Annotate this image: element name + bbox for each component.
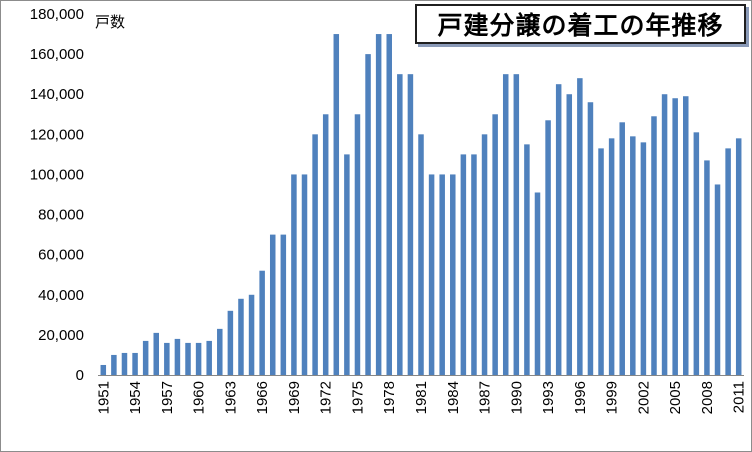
bar-1984 <box>450 174 456 375</box>
y-axis-ticks: 0 20,000 40,000 60,000 80,000 100,000 120,000 1… <box>30 6 84 384</box>
bar-2003 <box>651 116 657 375</box>
bar-1989 <box>502 74 509 376</box>
bar-1969 <box>291 174 297 375</box>
bar-2007 <box>693 132 700 375</box>
y-tick-label: 100,000 <box>30 166 84 183</box>
bar-1953 <box>121 352 128 375</box>
bar-1980 <box>407 74 414 376</box>
bar-1991 <box>524 144 530 375</box>
bar-1956 <box>153 332 159 375</box>
x-tick-label: 2002 <box>635 381 652 414</box>
bar-1957 <box>164 342 170 375</box>
bar-1992 <box>534 192 541 375</box>
y-tick-label: 0 <box>76 367 84 384</box>
x-tick-label: 1963 <box>222 381 239 414</box>
bar-1959 <box>185 342 191 375</box>
bar-2000 <box>619 122 625 375</box>
bar-1998 <box>598 148 604 375</box>
bar-2001 <box>630 136 636 375</box>
y-tick-label: 80,000 <box>38 207 84 224</box>
x-tick-label: 1954 <box>127 381 144 414</box>
x-axis-ticks: 1951 1954 1957 1960 1963 1966 1969 1972 1975 1978… <box>95 381 747 414</box>
bar-1971 <box>312 134 318 375</box>
bar-1996 <box>577 78 583 376</box>
x-tick-label: 1984 <box>445 381 462 414</box>
x-tick-label: 2008 <box>699 381 716 414</box>
bar-1981 <box>418 134 424 375</box>
bar-2011 <box>735 138 742 375</box>
x-tick-label: 1975 <box>349 381 366 414</box>
y-tick-label: 140,000 <box>30 86 84 103</box>
bar-1970 <box>301 174 308 375</box>
bar-1965 <box>248 294 255 375</box>
bar-2008 <box>704 160 710 375</box>
x-tick-label: 1981 <box>413 381 430 414</box>
bar-1990 <box>513 74 520 376</box>
y-tick-label: 180,000 <box>30 6 84 23</box>
y-tick-label: 120,000 <box>30 126 84 143</box>
bar-1964 <box>238 298 244 375</box>
bar-2009 <box>714 184 721 375</box>
bar-1963 <box>227 310 234 375</box>
x-tick-label: 1990 <box>508 381 525 414</box>
bar-2005 <box>672 98 678 375</box>
bars <box>100 34 742 376</box>
bar-1987 <box>481 134 488 375</box>
x-tick-label: 1978 <box>381 381 398 414</box>
bar-1954 <box>132 352 138 375</box>
bar-1960 <box>195 342 202 375</box>
bar-1976 <box>365 54 371 376</box>
bar-1995 <box>566 94 573 375</box>
y-tick-label: 40,000 <box>38 287 84 304</box>
x-tick-label: 1987 <box>477 381 494 414</box>
x-tick-label: 1957 <box>159 381 176 414</box>
bar-1982 <box>428 174 435 375</box>
x-tick-label: 1999 <box>604 381 621 414</box>
bar-1974 <box>344 154 350 375</box>
x-tick-label: 1951 <box>95 381 112 414</box>
bar-1966 <box>259 270 265 375</box>
bar-1999 <box>608 138 615 375</box>
x-tick-label: 1969 <box>286 381 303 414</box>
x-tick-label: 2011 <box>731 381 748 413</box>
y-tick-label: 60,000 <box>38 247 84 264</box>
bar-1962 <box>217 328 223 375</box>
bar-1975 <box>354 114 361 375</box>
bar-1986 <box>471 154 477 375</box>
bar-2004 <box>661 94 668 375</box>
bar-1983 <box>439 174 445 375</box>
bar-1968 <box>280 234 287 375</box>
bar-2010 <box>725 148 731 375</box>
x-tick-label: 2005 <box>667 381 684 414</box>
y-tick-label: 160,000 <box>30 46 84 63</box>
bar-1997 <box>587 102 594 376</box>
x-tick-label: 1960 <box>191 381 208 414</box>
bar-1988 <box>492 114 498 375</box>
y-tick-label: 20,000 <box>38 327 84 344</box>
bar-1951 <box>100 364 107 375</box>
x-tick-label: 1993 <box>540 381 557 414</box>
bar-2006 <box>683 96 689 375</box>
bar-1994 <box>555 84 562 375</box>
bar-1979 <box>397 74 403 376</box>
bar-1978 <box>386 34 392 376</box>
x-tick-label: 1996 <box>572 381 589 414</box>
bar-1977 <box>375 34 382 376</box>
chart-title: 戸建分譲の着工の年推移 <box>437 11 724 40</box>
bar-1955 <box>142 340 149 375</box>
bar-1961 <box>206 340 212 375</box>
x-tick-label: 1966 <box>254 381 271 414</box>
bar-1973 <box>333 34 340 376</box>
bar-1967 <box>269 234 276 375</box>
bar-1972 <box>322 114 329 375</box>
bar-1985 <box>460 154 467 375</box>
bar-1993 <box>545 120 551 375</box>
x-tick-label: 1972 <box>318 381 335 414</box>
chart-title-box: 戸建分譲の着工の年推移 <box>415 4 746 44</box>
bar-1958 <box>174 338 181 375</box>
bar-1952 <box>111 354 117 375</box>
y-axis-unit-label: 戸数 <box>95 13 125 31</box>
bar-2002 <box>640 142 647 375</box>
